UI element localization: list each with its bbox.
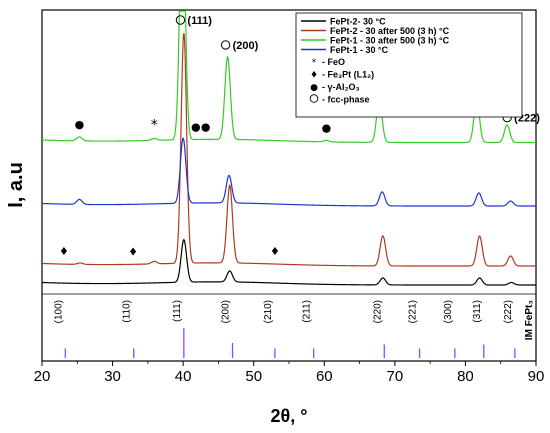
phase-marker: ♦ (270, 245, 280, 258)
series-line-fept-1-30-after-500-3-h-c (41, 10, 536, 144)
reference-hkl-label: (222) (503, 300, 514, 323)
reference-hkl-label: (300) (443, 300, 454, 323)
series-line-fept-1-30-c (41, 137, 536, 207)
reference-hkl-label: (210) (263, 300, 274, 323)
legend-label-fept-2-30-after-500-3-h-c: FePt-2 - 30 after 500 (3 h) °C (330, 26, 450, 36)
fcc-circle-icon (175, 15, 186, 25)
legend-phase-icon: ♦ (310, 71, 318, 81)
x-tick-label: 40 (175, 368, 192, 385)
phase-marker: ● (201, 120, 211, 133)
fcc-label: (200) (220, 40, 259, 52)
legend-label-fept-2-30-c: FePt-2- 30 °C (330, 17, 386, 27)
phase-marker: ● (75, 118, 85, 131)
fcc-hkl-label: (200) (233, 40, 259, 52)
legend-label-fept-1-30-c: FePt-1 - 30 °C (330, 45, 389, 55)
legend-phase-icon: * (312, 58, 317, 68)
legend-phase-label: - fcc-phase (322, 95, 370, 105)
legend-phase-label: - FeO (322, 57, 345, 67)
reference-hkl-label: (311) (472, 300, 483, 323)
fcc-hkl-label: (111) (187, 15, 212, 27)
reference-hkl-label: (221) (408, 300, 419, 323)
legend-box (295, 12, 523, 118)
x-tick-label: 80 (457, 368, 474, 385)
reference-hkl-label: (200) (221, 300, 232, 323)
y-axis-label: I, a.u (5, 162, 27, 208)
x-tick-label: 90 (528, 368, 545, 385)
x-axis-label: 2θ, ° (271, 406, 308, 426)
phase-marker: ♦ (128, 245, 138, 258)
x-tick-label: 20 (34, 368, 51, 385)
reference-hkl-label: (110) (122, 300, 133, 323)
series-layer (41, 10, 536, 286)
reference-hkl-label: (100) (53, 300, 64, 323)
x-tick-label: 70 (387, 368, 404, 385)
fcc-circle-icon (220, 40, 231, 50)
phase-marker: ♦ (59, 245, 69, 258)
legend-phase-label: - γ-Al₂O₃ (322, 82, 360, 92)
reference-layer: (100) (110) (111) (200) (210) (211) (220) (221)… (53, 300, 535, 358)
reference-hkl-label: (211) (302, 300, 313, 323)
reference-pattern-label: IM FePt₃ (524, 300, 535, 341)
reference-hkl-label: (220) (372, 300, 383, 323)
reference-hkl-label: (111) (172, 300, 183, 322)
legend-phase-label: - Fe₃Pt (L1₂) (322, 70, 374, 80)
x-tick-label: 60 (316, 368, 333, 385)
x-tick-label: 30 (104, 368, 121, 385)
x-tick-label: 50 (245, 368, 262, 385)
axis-layer: 20 30 40 50 60 70 80 90 (34, 361, 545, 385)
series-line-fept-2-30-c (41, 238, 536, 286)
series-line-fept-2-30-after-500-3-h-c (41, 33, 536, 267)
phase-marker: * (151, 117, 158, 133)
phase-marker: ● (322, 121, 332, 134)
phase-marker: ● (191, 120, 201, 133)
legend-phase-icon: ● (310, 83, 318, 93)
fcc-label: (111) (175, 15, 212, 27)
legend-fcc-icon (309, 94, 319, 103)
legend-label-fept-1-30-after-500-3-h-c: FePt-1 - 30 after 500 (3 h) °C (330, 36, 450, 46)
